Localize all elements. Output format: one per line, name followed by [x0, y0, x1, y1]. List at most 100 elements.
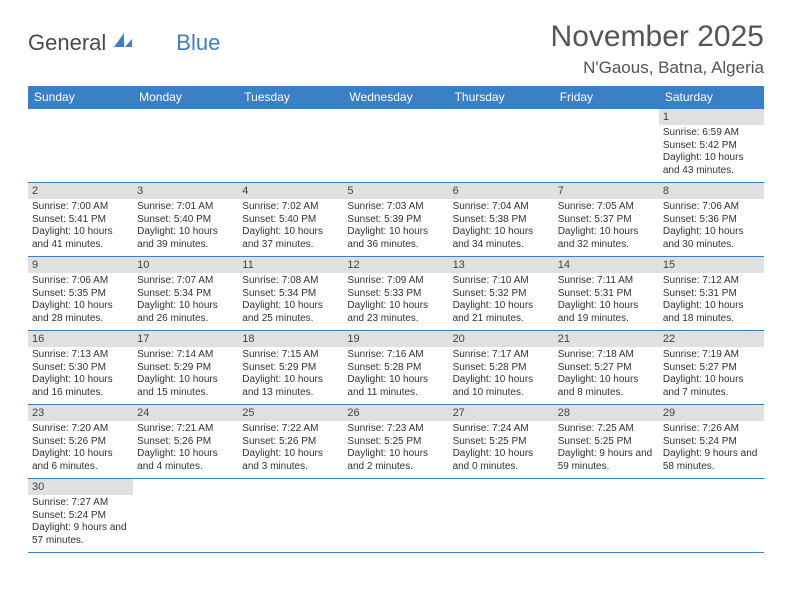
daylight-line: Daylight: 10 hours and 32 minutes.: [558, 226, 655, 251]
daynum-bar: 24: [133, 405, 238, 421]
daynum-bar-empty: [343, 109, 448, 125]
daynum-bar: 12: [343, 257, 448, 273]
daylight-line: Daylight: 10 hours and 37 minutes.: [242, 226, 339, 251]
calendar-cell: [554, 479, 659, 553]
sunset-line: Sunset: 5:32 PM: [453, 288, 550, 301]
sunset-line: Sunset: 5:29 PM: [242, 362, 339, 375]
daylight-line: Daylight: 9 hours and 59 minutes.: [558, 448, 655, 473]
logo-sail-icon: [112, 31, 134, 56]
sunrise-line: Sunrise: 7:06 AM: [32, 275, 129, 288]
calendar-cell: 6Sunrise: 7:04 AMSunset: 5:38 PMDaylight…: [449, 183, 554, 257]
daylight-line: Daylight: 10 hours and 18 minutes.: [663, 300, 760, 325]
calendar-cell: 3Sunrise: 7:01 AMSunset: 5:40 PMDaylight…: [133, 183, 238, 257]
day-data: Sunrise: 7:01 AMSunset: 5:40 PMDaylight:…: [133, 199, 238, 255]
daynum-bar-empty: [554, 109, 659, 125]
header: General Blue November 2025 N'Gaous, Batn…: [28, 20, 764, 78]
title-block: November 2025 N'Gaous, Batna, Algeria: [551, 20, 764, 78]
daynum-bar-empty: [343, 479, 448, 495]
calendar-cell: [238, 109, 343, 183]
day-data: Sunrise: 7:22 AMSunset: 5:26 PMDaylight:…: [238, 421, 343, 477]
daylight-line: Daylight: 10 hours and 43 minutes.: [663, 152, 760, 177]
calendar-cell: 11Sunrise: 7:08 AMSunset: 5:34 PMDayligh…: [238, 257, 343, 331]
sunset-line: Sunset: 5:27 PM: [558, 362, 655, 375]
weekday-header: Tuesday: [238, 86, 343, 109]
daynum-bar: 9: [28, 257, 133, 273]
daynum-bar-empty: [238, 479, 343, 495]
daynum-bar: 4: [238, 183, 343, 199]
daynum-bar: 11: [238, 257, 343, 273]
weekday-header-row: SundayMondayTuesdayWednesdayThursdayFrid…: [28, 86, 764, 109]
daynum-bar: 18: [238, 331, 343, 347]
daylight-line: Daylight: 10 hours and 15 minutes.: [137, 374, 234, 399]
calendar-cell: 16Sunrise: 7:13 AMSunset: 5:30 PMDayligh…: [28, 331, 133, 405]
daylight-line: Daylight: 10 hours and 16 minutes.: [32, 374, 129, 399]
day-data: Sunrise: 7:11 AMSunset: 5:31 PMDaylight:…: [554, 273, 659, 329]
daynum-bar: 22: [659, 331, 764, 347]
day-data: Sunrise: 7:04 AMSunset: 5:38 PMDaylight:…: [449, 199, 554, 255]
sunrise-line: Sunrise: 7:10 AM: [453, 275, 550, 288]
calendar-cell: [133, 109, 238, 183]
sunset-line: Sunset: 5:24 PM: [663, 436, 760, 449]
weekday-header: Monday: [133, 86, 238, 109]
sunrise-line: Sunrise: 7:27 AM: [32, 497, 129, 510]
day-data: Sunrise: 7:26 AMSunset: 5:24 PMDaylight:…: [659, 421, 764, 477]
daynum-bar: 23: [28, 405, 133, 421]
sunrise-line: Sunrise: 7:26 AM: [663, 423, 760, 436]
day-data: Sunrise: 7:08 AMSunset: 5:34 PMDaylight:…: [238, 273, 343, 329]
sunset-line: Sunset: 5:36 PM: [663, 214, 760, 227]
sunset-line: Sunset: 5:31 PM: [558, 288, 655, 301]
sunrise-line: Sunrise: 7:03 AM: [347, 201, 444, 214]
daynum-bar: 7: [554, 183, 659, 199]
calendar-cell: 18Sunrise: 7:15 AMSunset: 5:29 PMDayligh…: [238, 331, 343, 405]
day-data: Sunrise: 7:27 AMSunset: 5:24 PMDaylight:…: [28, 495, 133, 551]
sunrise-line: Sunrise: 7:01 AM: [137, 201, 234, 214]
sunset-line: Sunset: 5:41 PM: [32, 214, 129, 227]
calendar-cell: [343, 479, 448, 553]
sunrise-line: Sunrise: 7:20 AM: [32, 423, 129, 436]
calendar-table: SundayMondayTuesdayWednesdayThursdayFrid…: [28, 86, 764, 553]
daynum-bar: 20: [449, 331, 554, 347]
sunset-line: Sunset: 5:34 PM: [242, 288, 339, 301]
day-data: Sunrise: 7:18 AMSunset: 5:27 PMDaylight:…: [554, 347, 659, 403]
daylight-line: Daylight: 10 hours and 39 minutes.: [137, 226, 234, 251]
daynum-bar: 5: [343, 183, 448, 199]
daynum-bar: 17: [133, 331, 238, 347]
daynum-bar: 15: [659, 257, 764, 273]
calendar-cell: 27Sunrise: 7:24 AMSunset: 5:25 PMDayligh…: [449, 405, 554, 479]
sunrise-line: Sunrise: 7:04 AM: [453, 201, 550, 214]
weekday-header: Thursday: [449, 86, 554, 109]
day-data: Sunrise: 7:07 AMSunset: 5:34 PMDaylight:…: [133, 273, 238, 329]
sunrise-line: Sunrise: 7:12 AM: [663, 275, 760, 288]
calendar-cell: 19Sunrise: 7:16 AMSunset: 5:28 PMDayligh…: [343, 331, 448, 405]
calendar-cell: 26Sunrise: 7:23 AMSunset: 5:25 PMDayligh…: [343, 405, 448, 479]
daylight-line: Daylight: 10 hours and 26 minutes.: [137, 300, 234, 325]
sunrise-line: Sunrise: 7:07 AM: [137, 275, 234, 288]
day-data: Sunrise: 7:06 AMSunset: 5:36 PMDaylight:…: [659, 199, 764, 255]
sunset-line: Sunset: 5:33 PM: [347, 288, 444, 301]
day-data: Sunrise: 7:24 AMSunset: 5:25 PMDaylight:…: [449, 421, 554, 477]
sunset-line: Sunset: 5:42 PM: [663, 140, 760, 153]
calendar-cell: 4Sunrise: 7:02 AMSunset: 5:40 PMDaylight…: [238, 183, 343, 257]
daynum-bar: 16: [28, 331, 133, 347]
day-data: Sunrise: 7:02 AMSunset: 5:40 PMDaylight:…: [238, 199, 343, 255]
day-data: Sunrise: 7:12 AMSunset: 5:31 PMDaylight:…: [659, 273, 764, 329]
day-data: Sunrise: 7:16 AMSunset: 5:28 PMDaylight:…: [343, 347, 448, 403]
daynum-bar-empty: [449, 479, 554, 495]
sunrise-line: Sunrise: 7:09 AM: [347, 275, 444, 288]
day-data: Sunrise: 7:05 AMSunset: 5:37 PMDaylight:…: [554, 199, 659, 255]
sunset-line: Sunset: 5:25 PM: [347, 436, 444, 449]
calendar-cell: 7Sunrise: 7:05 AMSunset: 5:37 PMDaylight…: [554, 183, 659, 257]
daynum-bar-empty: [449, 109, 554, 125]
daylight-line: Daylight: 10 hours and 34 minutes.: [453, 226, 550, 251]
sunset-line: Sunset: 5:26 PM: [137, 436, 234, 449]
calendar-cell: 9Sunrise: 7:06 AMSunset: 5:35 PMDaylight…: [28, 257, 133, 331]
daynum-bar-empty: [238, 109, 343, 125]
calendar-row: 1Sunrise: 6:59 AMSunset: 5:42 PMDaylight…: [28, 109, 764, 183]
sunrise-line: Sunrise: 7:17 AM: [453, 349, 550, 362]
sunrise-line: Sunrise: 6:59 AM: [663, 127, 760, 140]
sunrise-line: Sunrise: 7:06 AM: [663, 201, 760, 214]
daylight-line: Daylight: 10 hours and 19 minutes.: [558, 300, 655, 325]
logo-text-blue: Blue: [176, 30, 220, 56]
sunset-line: Sunset: 5:28 PM: [453, 362, 550, 375]
daylight-line: Daylight: 10 hours and 11 minutes.: [347, 374, 444, 399]
